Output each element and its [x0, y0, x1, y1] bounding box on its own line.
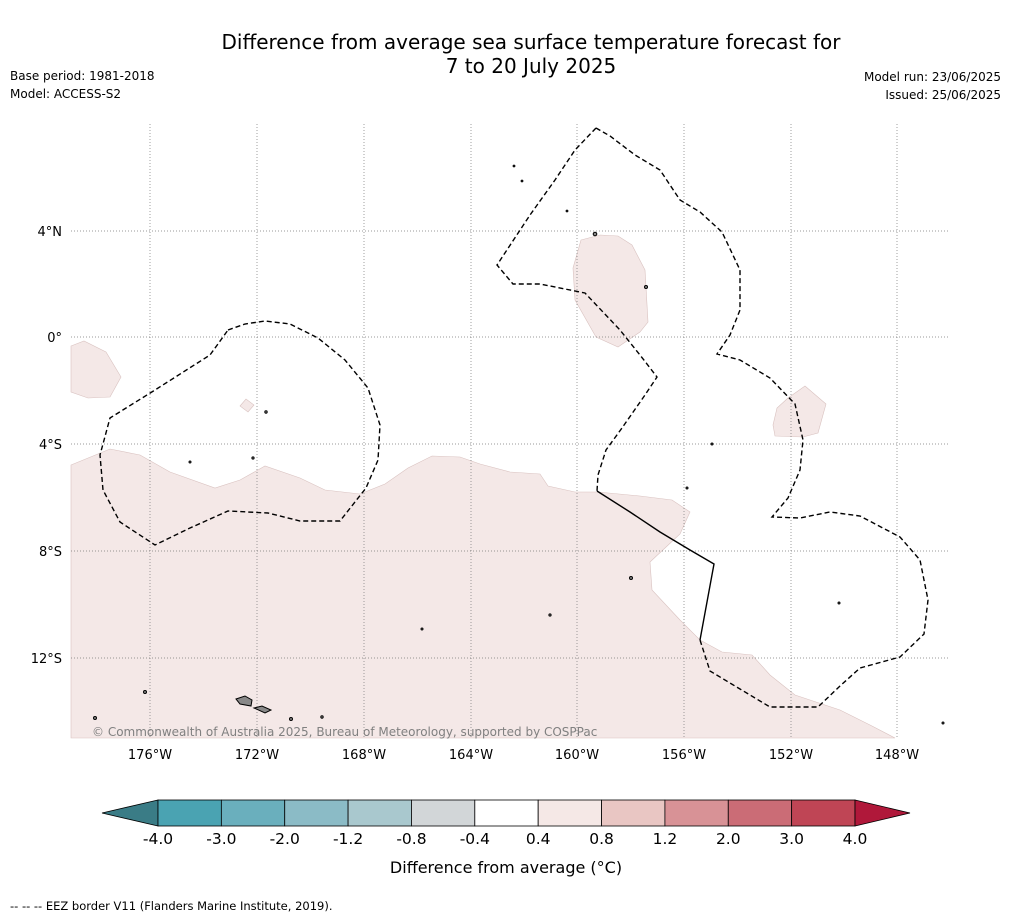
meta-left: Base period: 1981-2018 Model: ACCESS-S2 [10, 67, 155, 103]
colorbar-label: Difference from average (°C) [390, 858, 622, 877]
copyright-notice: © Commonwealth of Australia 2025, Bureau… [92, 725, 597, 739]
colorbar-box [411, 799, 476, 827]
eez-border-tokelau [99, 320, 381, 546]
latitude-labels: 4°N 0° 4°S 8°S 12°S [31, 225, 62, 667]
model-run: Model run: 23/06/2025 [863, 70, 1001, 84]
colorbar-box [220, 799, 286, 827]
lon-label-172w: 172°W [235, 748, 279, 763]
colorbar-tick-label: 2.0 [716, 830, 741, 848]
lat-label-12s: 12°S [31, 652, 62, 667]
anomaly-region-south [70, 448, 896, 739]
colorbar-tick-label: 4.0 [843, 830, 868, 848]
colorbar-tick-label: 1.2 [653, 830, 678, 848]
colorbar-box [664, 799, 729, 827]
colorbar-tick-label: 3.0 [779, 830, 804, 848]
eez-borders [99, 127, 929, 708]
anomaly-region-north-island [572, 234, 649, 348]
colorbar-tick-label: -0.8 [396, 830, 426, 848]
longitude-labels: 176°W 172°W 168°W 164°W 160°W 156°W 152°… [128, 748, 919, 763]
eez-footer-note: -- -- -- EEZ border V11 (Flanders Marine… [10, 899, 333, 913]
anomaly-region-west [70, 340, 122, 399]
colorbar-box [601, 799, 666, 827]
colorbar-tick-labels: -4.0 -3.0 -2.0 -1.2 -0.8 -0.4 0.4 0.8 1.2 2.0 3.0 4… [143, 830, 867, 848]
lat-label-0: 0° [47, 331, 62, 346]
chart-title: Difference from average sea surface temp… [0, 30, 1011, 78]
anomaly-region-small [239, 398, 255, 413]
colorbar-box [791, 799, 856, 827]
colorbar-tick-label: -0.4 [460, 830, 490, 848]
map-area: © Commonwealth of Australia 2025, Bureau… [70, 124, 950, 739]
lon-label-156w: 156°W [662, 748, 706, 763]
lon-label-164w: 164°W [449, 748, 493, 763]
samoa-island-1 [235, 695, 253, 707]
colorbar-box [474, 799, 539, 827]
lat-label-4s: 4°S [39, 438, 62, 453]
model-name: Model: ACCESS-S2 [10, 87, 122, 101]
colorbar-tick-label: -1.2 [333, 830, 363, 848]
colorbar-box [157, 799, 222, 827]
colorbar-over-arrow [854, 799, 911, 827]
colorbar-tick-label: 0.4 [526, 830, 551, 848]
colorbar-boxes [157, 799, 856, 827]
base-period: Base period: 1981-2018 [10, 69, 155, 83]
anomaly-regions [70, 234, 896, 739]
colorbar-tick-label: -3.0 [206, 830, 236, 848]
lon-label-152w: 152°W [769, 748, 813, 763]
lon-label-148w: 148°W [875, 748, 919, 763]
title-line-1: Difference from average sea surface temp… [221, 30, 841, 54]
colorbar-box [537, 799, 602, 827]
colorbar-box [727, 799, 793, 827]
colorbar: -4.0 -3.0 -2.0 -1.2 -0.8 -0.4 0.4 0.8 1.2 2.0 3.0 4… [101, 799, 911, 877]
title-line-2: 7 to 20 July 2025 [445, 54, 617, 78]
colorbar-tick-label: -2.0 [270, 830, 300, 848]
colorbar-under-arrow [101, 799, 159, 827]
eez-border-central [496, 127, 658, 492]
lon-label-168w: 168°W [342, 748, 386, 763]
colorbar-tick-label: 0.8 [589, 830, 614, 848]
lon-label-176w: 176°W [128, 748, 172, 763]
gridlines [71, 124, 950, 738]
islands [93, 164, 945, 725]
lon-label-160w: 160°W [555, 748, 599, 763]
lat-label-4n: 4°N [38, 225, 63, 240]
lat-label-8s: 8°S [39, 545, 62, 560]
meta-right: Model run: 23/06/2025 Issued: 25/06/2025 [864, 68, 1001, 104]
issued-date: Issued: 25/06/2025 [885, 88, 1001, 102]
colorbar-box [347, 799, 412, 827]
eez-border-kiribati-line [595, 127, 929, 708]
samoa-island-2 [252, 705, 273, 714]
maritime-boundary [596, 490, 715, 641]
colorbar-tick-label: -4.0 [143, 830, 173, 848]
colorbar-box [284, 799, 349, 827]
